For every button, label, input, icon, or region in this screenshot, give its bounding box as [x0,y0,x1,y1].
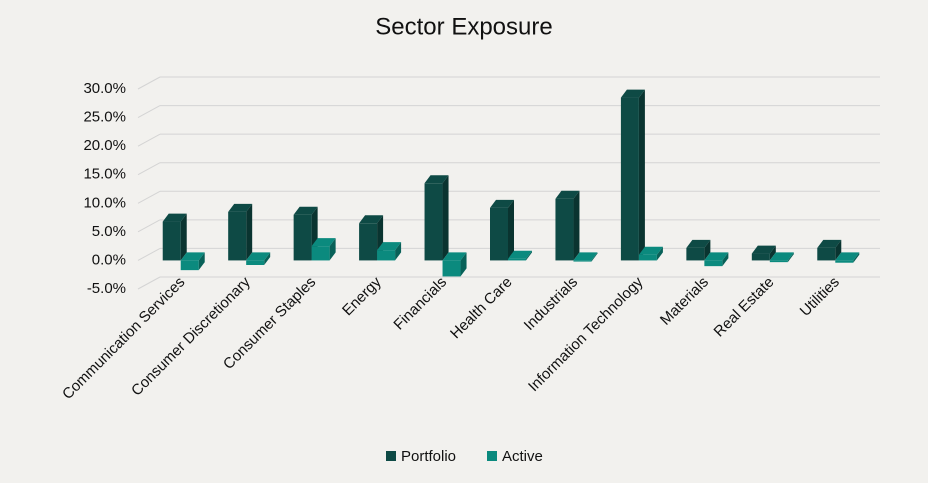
bar [835,260,854,263]
bar-top [751,245,776,254]
x-tick-label: Energy [339,273,385,319]
bar-side [246,203,253,261]
bar [490,207,508,261]
bar [359,223,378,261]
bar-top [508,250,532,259]
bar-side [180,213,187,261]
bar-top [377,242,402,251]
bar [442,260,461,277]
grid-depth [137,133,161,147]
legend-label: Portfolio [401,448,456,465]
bar-top [311,238,336,247]
bar-top [555,190,580,199]
bar [424,183,443,261]
x-tick-label: Health Care [447,274,516,343]
grid-depth [137,190,161,204]
bar-top [442,252,467,261]
grid-depth [137,247,161,261]
bar-top [293,206,318,215]
bar-side [591,252,598,262]
bar-side [853,252,860,263]
grid-depth [137,105,161,119]
x-tick-label: Materials [657,274,712,329]
bar-side [638,89,645,261]
bar-top [246,252,271,261]
bar [638,254,657,261]
bar-side [264,252,271,265]
bar [555,198,574,261]
legend-swatch [386,451,396,461]
bar-side [508,199,514,261]
bar [293,214,312,261]
bar [311,246,330,261]
bar-top [769,252,794,261]
x-tick-label: Consumer Discretionary [128,273,254,399]
bar-top [180,252,205,261]
bar-side [526,250,532,261]
bar [817,247,836,261]
bar-top [424,175,449,184]
bar-top [162,213,187,222]
bar [620,97,639,261]
bar-side [656,246,663,261]
bar-side [835,239,842,261]
bar-top [817,239,842,248]
bar-side [787,252,794,263]
bar-top [835,252,860,261]
bar-side [722,252,729,267]
legend-label: Active [502,448,543,465]
bar-top [228,203,253,212]
bar-top [620,89,645,98]
bar-top [704,252,729,261]
bar-side [460,252,467,277]
bar-side [704,239,711,261]
bar [377,250,396,261]
y-tick-label: 25.0% [83,109,126,126]
y-tick-label: 30.0% [83,80,126,97]
bar [686,247,705,261]
grid-depth [137,162,161,176]
bar-side [442,175,449,261]
bar [162,221,181,261]
bar-top [359,215,384,224]
bar-top [490,199,514,208]
x-tick-label: Information Technology [525,273,647,395]
bar [246,260,265,265]
bar-side [395,242,402,261]
grid-depth [137,76,161,90]
bar [704,260,723,267]
bar-side [198,252,205,271]
y-tick-label: -5.0% [87,280,126,297]
bar [228,211,247,261]
bar [769,260,788,263]
y-tick-label: 20.0% [83,137,126,154]
y-tick-label: 10.0% [83,194,126,211]
bar-top [638,246,663,255]
y-tick-label: 0.0% [92,251,126,268]
x-tick-label: Industrials [521,274,581,334]
bar-side [573,190,580,261]
grid-depth [137,219,161,233]
x-tick-label: Utilities [797,274,843,320]
x-tick-label: Financials [390,274,450,334]
bar [180,260,199,271]
bar-side [769,245,776,261]
y-tick-label: 15.0% [83,166,126,183]
grid-depth [137,276,161,290]
chart-title: Sector Exposure [375,13,552,40]
bar [573,260,592,262]
y-tick-label: 5.0% [92,223,126,240]
bar-side [329,238,336,261]
bar-top [573,252,598,261]
bar [751,253,770,261]
x-tick-label: Real Estate [711,274,778,341]
bar [508,258,526,261]
legend-swatch [487,451,497,461]
bar-top [686,239,711,248]
